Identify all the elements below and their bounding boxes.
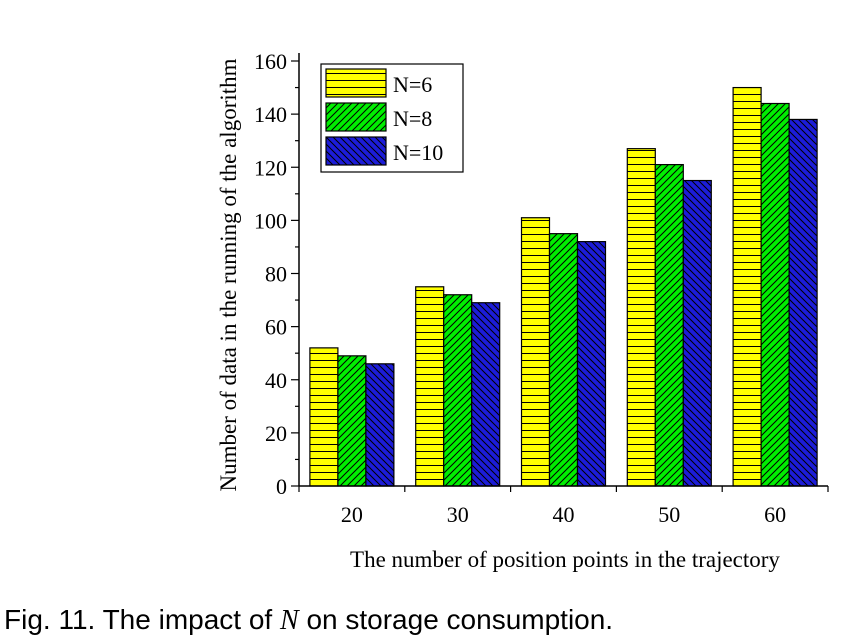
y-tick-label: 40 bbox=[265, 368, 287, 393]
bar-n-6-60 bbox=[732, 86, 762, 487]
x-axis-title: The number of position points in the tra… bbox=[350, 547, 780, 572]
bar-n-8-60 bbox=[760, 102, 790, 487]
bar-n-10-50 bbox=[682, 179, 712, 487]
y-tick-label: 160 bbox=[254, 49, 287, 74]
bar-n-10-40 bbox=[576, 241, 607, 487]
bar-n-6-20 bbox=[309, 347, 339, 487]
bar-n-10-30 bbox=[471, 302, 501, 487]
bar-n-8-50 bbox=[654, 163, 684, 487]
y-axis-title: Number of data in the running of the alg… bbox=[216, 58, 241, 491]
x-tick-label: 50 bbox=[658, 502, 680, 527]
legend: N=6 N=8 N=10 bbox=[320, 63, 464, 173]
x-tick-label: 20 bbox=[341, 502, 363, 527]
bar-n-8-30 bbox=[443, 294, 473, 487]
y-tick-label: 100 bbox=[254, 208, 287, 233]
y-tick-label: 60 bbox=[265, 315, 287, 340]
bar-n-8-40 bbox=[548, 233, 579, 487]
y-tick-label: 80 bbox=[265, 262, 287, 287]
caption-suffix: on storage consumption. bbox=[298, 604, 614, 635]
y-tick-label: 140 bbox=[254, 102, 287, 127]
legend-label: N=6 bbox=[393, 72, 432, 97]
figure-caption: Fig. 11. The impact of N on storage cons… bbox=[4, 604, 613, 637]
axes-group: 0 20 40 60 80 100 120 140 160 20 30 40 50 60 bbox=[254, 49, 829, 527]
bar-n-8-20 bbox=[337, 355, 367, 487]
caption-prefix: Fig. 11. The impact of bbox=[4, 604, 280, 635]
y-tick-label: 0 bbox=[276, 474, 287, 499]
legend-label: N=10 bbox=[393, 140, 443, 165]
x-tick-label: 60 bbox=[764, 502, 786, 527]
y-tick-label: 120 bbox=[254, 155, 287, 180]
bar-n-6-30 bbox=[415, 286, 445, 487]
legend-swatch bbox=[325, 102, 387, 132]
bar-n-6-50 bbox=[626, 148, 656, 487]
legend-label: N=8 bbox=[393, 106, 432, 131]
bar-n-10-20 bbox=[365, 363, 395, 487]
y-tick-label: 20 bbox=[265, 421, 287, 446]
x-tick-label: 40 bbox=[553, 502, 575, 527]
bar-n-10-60 bbox=[788, 118, 818, 487]
bar-n-6-40 bbox=[520, 217, 551, 487]
caption-variable: N bbox=[279, 605, 299, 636]
x-tick-label: 30 bbox=[447, 502, 469, 527]
bars-group bbox=[309, 86, 818, 487]
legend-swatch bbox=[325, 136, 387, 166]
legend-swatch bbox=[325, 68, 387, 98]
